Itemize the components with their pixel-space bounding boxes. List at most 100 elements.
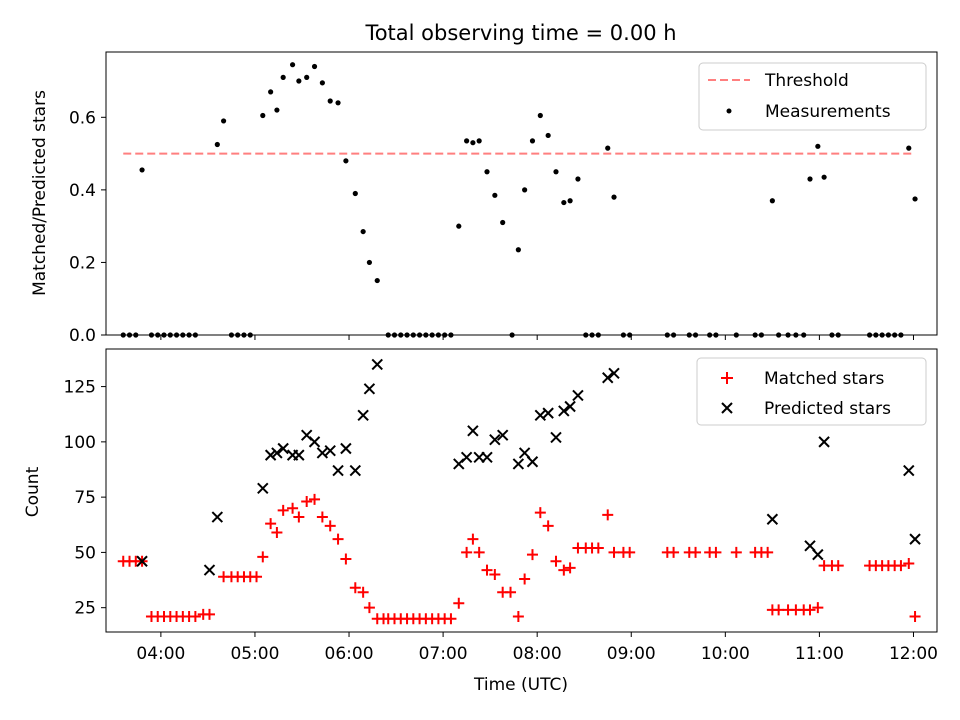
predicted-star-point	[371, 358, 383, 371]
measurement-point	[821, 174, 827, 180]
predicted-star-point	[526, 456, 539, 468]
measurement-point	[374, 277, 380, 284]
bottom-series-x	[136, 358, 921, 576]
matched-star-point	[832, 560, 844, 572]
predicted-star-point	[550, 431, 562, 444]
x-tick-label: 11:00	[795, 644, 844, 664]
measurement-point	[366, 259, 373, 266]
predicted-star-point	[264, 449, 277, 461]
matched-star-point	[804, 604, 816, 616]
measurement-point	[476, 138, 482, 144]
predicted-star-point	[909, 533, 921, 545]
measurement-point	[280, 74, 286, 80]
matched-star-point	[812, 602, 824, 614]
predicted-star-point	[467, 425, 479, 437]
predicted-star-point	[903, 464, 915, 477]
predicted-star-point	[818, 436, 830, 448]
matched-star-point	[564, 562, 576, 574]
measurement-point	[220, 118, 227, 124]
predicted-star-point	[460, 451, 473, 464]
predicted-star-point	[324, 444, 336, 457]
measurement-point	[260, 112, 266, 119]
measurement-point	[352, 190, 358, 197]
matched-star-point	[251, 571, 263, 583]
matched-star-point	[909, 611, 921, 623]
matched-star-point	[332, 533, 344, 545]
predicted-star-point	[257, 482, 269, 494]
predicted-star-point	[349, 464, 362, 477]
measurement-point	[484, 169, 490, 175]
bottom-axes-frame	[105, 348, 938, 633]
x-tick-label: 06:00	[325, 644, 374, 664]
x-tick-label: 08:00	[513, 644, 562, 664]
measurement-point	[522, 187, 528, 193]
predicted-star-point	[308, 436, 321, 448]
predicted-star-point	[804, 540, 816, 552]
bottom-plot-area	[117, 358, 921, 625]
measurement-point	[605, 145, 611, 151]
matched-star-point	[762, 546, 774, 558]
measurement-point	[343, 158, 349, 164]
predicted-star-point	[340, 442, 352, 455]
predicted-star-point	[357, 409, 369, 422]
matched-star-point	[602, 509, 614, 521]
matched-star-point	[277, 504, 289, 516]
bottom-y-tick-label: 125	[64, 378, 96, 398]
measurement-point	[456, 223, 462, 229]
bottom-legend: Matched stars Predicted stars	[696, 357, 927, 426]
measurement-point	[296, 78, 302, 84]
measurement-point	[611, 194, 617, 200]
measurement-point	[515, 247, 521, 253]
matched-star-point	[203, 608, 215, 620]
top-y-axis-label: Matched/Predicted stars	[30, 90, 50, 296]
matched-star-point	[608, 546, 620, 558]
bottom-panel: 04:00 05:00 06:00 07:00 08:00 09:00 10:00 11:00…	[23, 348, 938, 695]
measurement-point	[567, 198, 573, 204]
matched-star-point	[903, 557, 915, 569]
legend-predicted-swatch	[721, 402, 733, 414]
matched-star-point	[895, 560, 907, 572]
matched-star-point	[461, 546, 473, 558]
measurement-point	[561, 199, 567, 206]
bottom-y-tick-label: 25	[74, 599, 96, 619]
measurement-point	[906, 145, 912, 151]
predicted-star-point	[332, 464, 344, 477]
matched-star-point	[505, 586, 517, 598]
matched-star-point	[271, 527, 283, 539]
predicted-star-point	[766, 513, 779, 525]
x-tick-label: 09:00	[607, 644, 656, 664]
matched-star-point	[489, 569, 501, 581]
matched-star-point	[340, 553, 352, 565]
predicted-star-point	[363, 383, 376, 395]
matched-star-point	[473, 546, 485, 558]
x-tick-label: 05:00	[230, 644, 279, 664]
measurement-point	[304, 74, 310, 80]
measurement-point	[575, 176, 581, 182]
measurement-point	[470, 140, 476, 146]
predicted-star-point	[203, 564, 216, 576]
predicted-star-point	[534, 409, 547, 422]
matched-star-point	[624, 546, 636, 558]
measurement-point	[529, 138, 536, 144]
matched-star-point	[287, 502, 299, 514]
matched-star-point	[357, 586, 369, 598]
predicted-star-point	[481, 451, 493, 464]
measurement-point	[268, 89, 274, 95]
measurement-point	[553, 169, 559, 175]
top-legend: Threshold Measurements	[698, 62, 927, 131]
matched-star-point	[265, 518, 277, 530]
top-y-tick-label: 0.0	[69, 326, 96, 346]
matched-star-point	[710, 546, 722, 558]
x-tick-label: 12:00	[889, 644, 938, 664]
predicted-star-point	[512, 458, 525, 470]
predicted-star-point	[572, 389, 584, 402]
predicted-star-point	[277, 442, 289, 455]
measurement-point	[327, 98, 333, 104]
measurement-point	[464, 138, 470, 144]
matched-star-point	[324, 520, 336, 532]
top-title: Total observing time = 0.00 h	[364, 21, 676, 45]
matched-star-point	[309, 493, 321, 505]
matched-star-point	[542, 520, 554, 532]
predicted-star-point	[489, 433, 501, 446]
legend-predicted-label: Predicted stars	[764, 399, 891, 419]
